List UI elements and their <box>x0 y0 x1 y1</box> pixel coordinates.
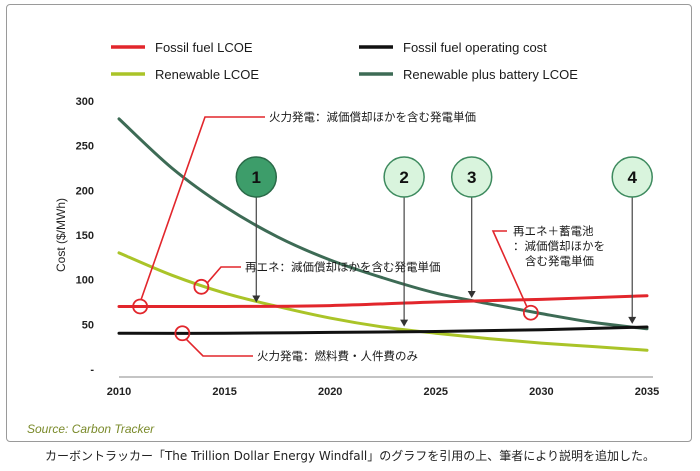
x-tick-label-2020: 2020 <box>318 386 342 398</box>
fossil-opcost-note-text: 火力発電：燃料費・人件費のみ <box>257 349 418 363</box>
marker-2-label: 2 <box>399 168 408 187</box>
legend-label-renewable-lcoe: Renewable LCOE <box>155 67 259 82</box>
battery-note-text-line-2: ：減価償却ほかを <box>513 239 605 253</box>
y-tick-label-250: 250 <box>76 141 94 153</box>
series-line-fossil-opcost <box>117 325 649 335</box>
y-axis-label: Cost ($/MWh) <box>54 198 68 272</box>
fossil-lcoe-note-circle <box>132 298 149 315</box>
legend-label-fossil-opcost: Fossil fuel operating cost <box>403 40 547 55</box>
marker-1-arrowhead <box>252 295 261 303</box>
figure-caption: カーボントラッカー「The Trillion Dollar Energy Win… <box>44 449 656 463</box>
y-tick-label-0: - <box>90 364 94 376</box>
marker-3-arrowhead <box>467 291 476 298</box>
x-tick-label-2015: 2015 <box>212 386 236 398</box>
y-tick-label-200: 200 <box>76 185 94 197</box>
x-tick-label-2025: 2025 <box>424 386 448 398</box>
series-line-fossil-lcoe <box>117 294 649 309</box>
renewable-lcoe-note-text: 再エネ：減価償却ほかを含む発電単価 <box>245 260 441 274</box>
marker-4-circle <box>611 156 653 198</box>
fossil-opcost-note-circle <box>174 325 191 342</box>
marker-1-circle <box>235 156 278 198</box>
marker-2-arrowhead <box>400 319 409 327</box>
series-line-renewable-battery <box>117 117 649 331</box>
chart-frame: Fossil fuel LCOE Fossil fuel operating co… <box>6 4 692 442</box>
y-tick-label-150: 150 <box>76 230 94 242</box>
legend-label-fossil-lcoe: Fossil fuel LCOE <box>155 40 253 55</box>
x-tick-label-2035: 2035 <box>635 386 659 398</box>
marker-2-circle <box>383 156 425 198</box>
series-line-renewable-lcoe <box>117 251 649 352</box>
battery-note-circle <box>522 304 539 321</box>
chart-svg: Fossil fuel LCOE Fossil fuel operating co… <box>27 40 659 436</box>
y-tick-label-300: 300 <box>76 96 94 108</box>
marker-3-circle <box>450 156 493 198</box>
marker-4-label: 4 <box>627 168 637 187</box>
renewable-lcoe-note-leader <box>206 266 241 284</box>
battery-note-text-line-3: 含む発電単価 <box>525 254 594 268</box>
renewable-lcoe-note-circle <box>193 278 210 295</box>
y-tick-label-100: 100 <box>76 275 94 287</box>
marker-4-arrowhead <box>628 316 637 324</box>
battery-note-text-line-1: 再エネ＋蓄電池 <box>513 224 594 238</box>
y-tick-label-50: 50 <box>82 319 94 331</box>
marker-1-label: 1 <box>252 168 261 187</box>
marker-3-label: 3 <box>467 168 476 187</box>
fossil-lcoe-note-text: 火力発電：減価償却ほかを含む発電単価 <box>269 110 476 124</box>
legend-label-renewable-battery: Renewable plus battery LCOE <box>403 67 578 82</box>
fossil-lcoe-note-leader <box>140 116 265 300</box>
source-credit: Source: Carbon Tracker <box>27 422 155 436</box>
x-tick-label-2010: 2010 <box>107 386 131 398</box>
battery-note-leader <box>491 230 528 308</box>
x-tick-label-2030: 2030 <box>529 386 553 398</box>
fossil-opcost-note-leader <box>185 338 253 357</box>
